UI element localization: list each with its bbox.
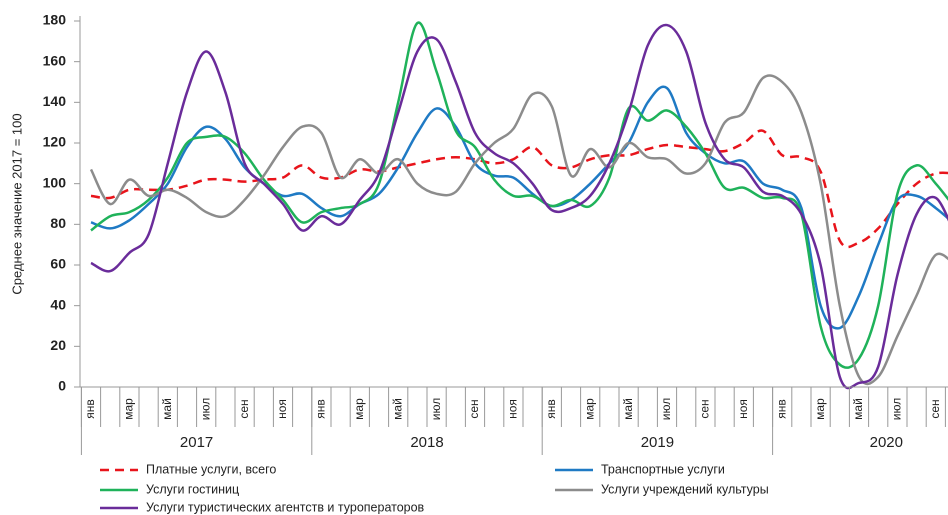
- plot-area: [89, 21, 948, 390]
- x-tick-label: май: [390, 398, 404, 420]
- legend-label: Услуги гостиниц: [146, 482, 239, 496]
- y-tick-label: 140: [43, 93, 67, 109]
- y-axis-label: Среднее значение 2017 = 100: [9, 113, 24, 294]
- y-tick-label: 120: [43, 134, 67, 150]
- x-tick-label: май: [851, 398, 865, 420]
- x-tick-label: июл: [659, 398, 673, 420]
- series-line: [90, 23, 948, 390]
- x-tick-label: май: [160, 398, 174, 420]
- y-tick-label: 0: [58, 378, 66, 394]
- series-line: [89, 74, 948, 386]
- y-tick-label: 20: [50, 337, 66, 353]
- y-tick-label: 160: [43, 52, 67, 68]
- year-label: 2017: [180, 434, 213, 451]
- x-tick-label: сен: [928, 399, 942, 418]
- legend-label: Услуги туристических агентств и туропера…: [146, 500, 425, 514]
- series-line: [90, 129, 948, 249]
- x-tick-label: июл: [890, 398, 904, 420]
- x-tick-label: мар: [122, 398, 136, 420]
- x-tick-label: мар: [582, 398, 596, 420]
- x-tick-label: сен: [467, 399, 481, 418]
- x-tick-label: ноя: [736, 399, 750, 419]
- legend-label: Платные услуги, всего: [146, 462, 276, 476]
- y-tick-label: 100: [43, 174, 67, 190]
- x-tick-label: янв: [774, 399, 788, 419]
- y-tick-label: 60: [50, 256, 66, 272]
- x-tick-label: мар: [352, 398, 366, 420]
- y-tick-label: 40: [50, 296, 66, 312]
- x-tick-label: янв: [83, 399, 97, 419]
- legend-label: Услуги учреждений культуры: [601, 482, 769, 496]
- year-label: 2020: [870, 434, 903, 451]
- year-label: 2018: [410, 434, 443, 451]
- series-line: [90, 85, 948, 330]
- x-tick-label: ноя: [275, 399, 289, 419]
- x-tick-label: июл: [198, 398, 212, 420]
- x-tick-label: мар: [813, 398, 827, 420]
- year-label: 2019: [641, 434, 674, 451]
- x-tick-label: май: [621, 398, 635, 420]
- x-tick-label: сен: [698, 399, 712, 418]
- x-tick-label: сен: [237, 399, 251, 418]
- x-tick-label: ноя: [506, 399, 520, 419]
- x-tick-label: июл: [429, 398, 443, 420]
- x-tick-label: янв: [314, 399, 328, 419]
- x-tick-label: янв: [544, 399, 558, 419]
- legend-label: Транспортные услуги: [601, 462, 725, 476]
- y-tick-label: 180: [43, 12, 67, 28]
- y-tick-label: 80: [50, 215, 66, 231]
